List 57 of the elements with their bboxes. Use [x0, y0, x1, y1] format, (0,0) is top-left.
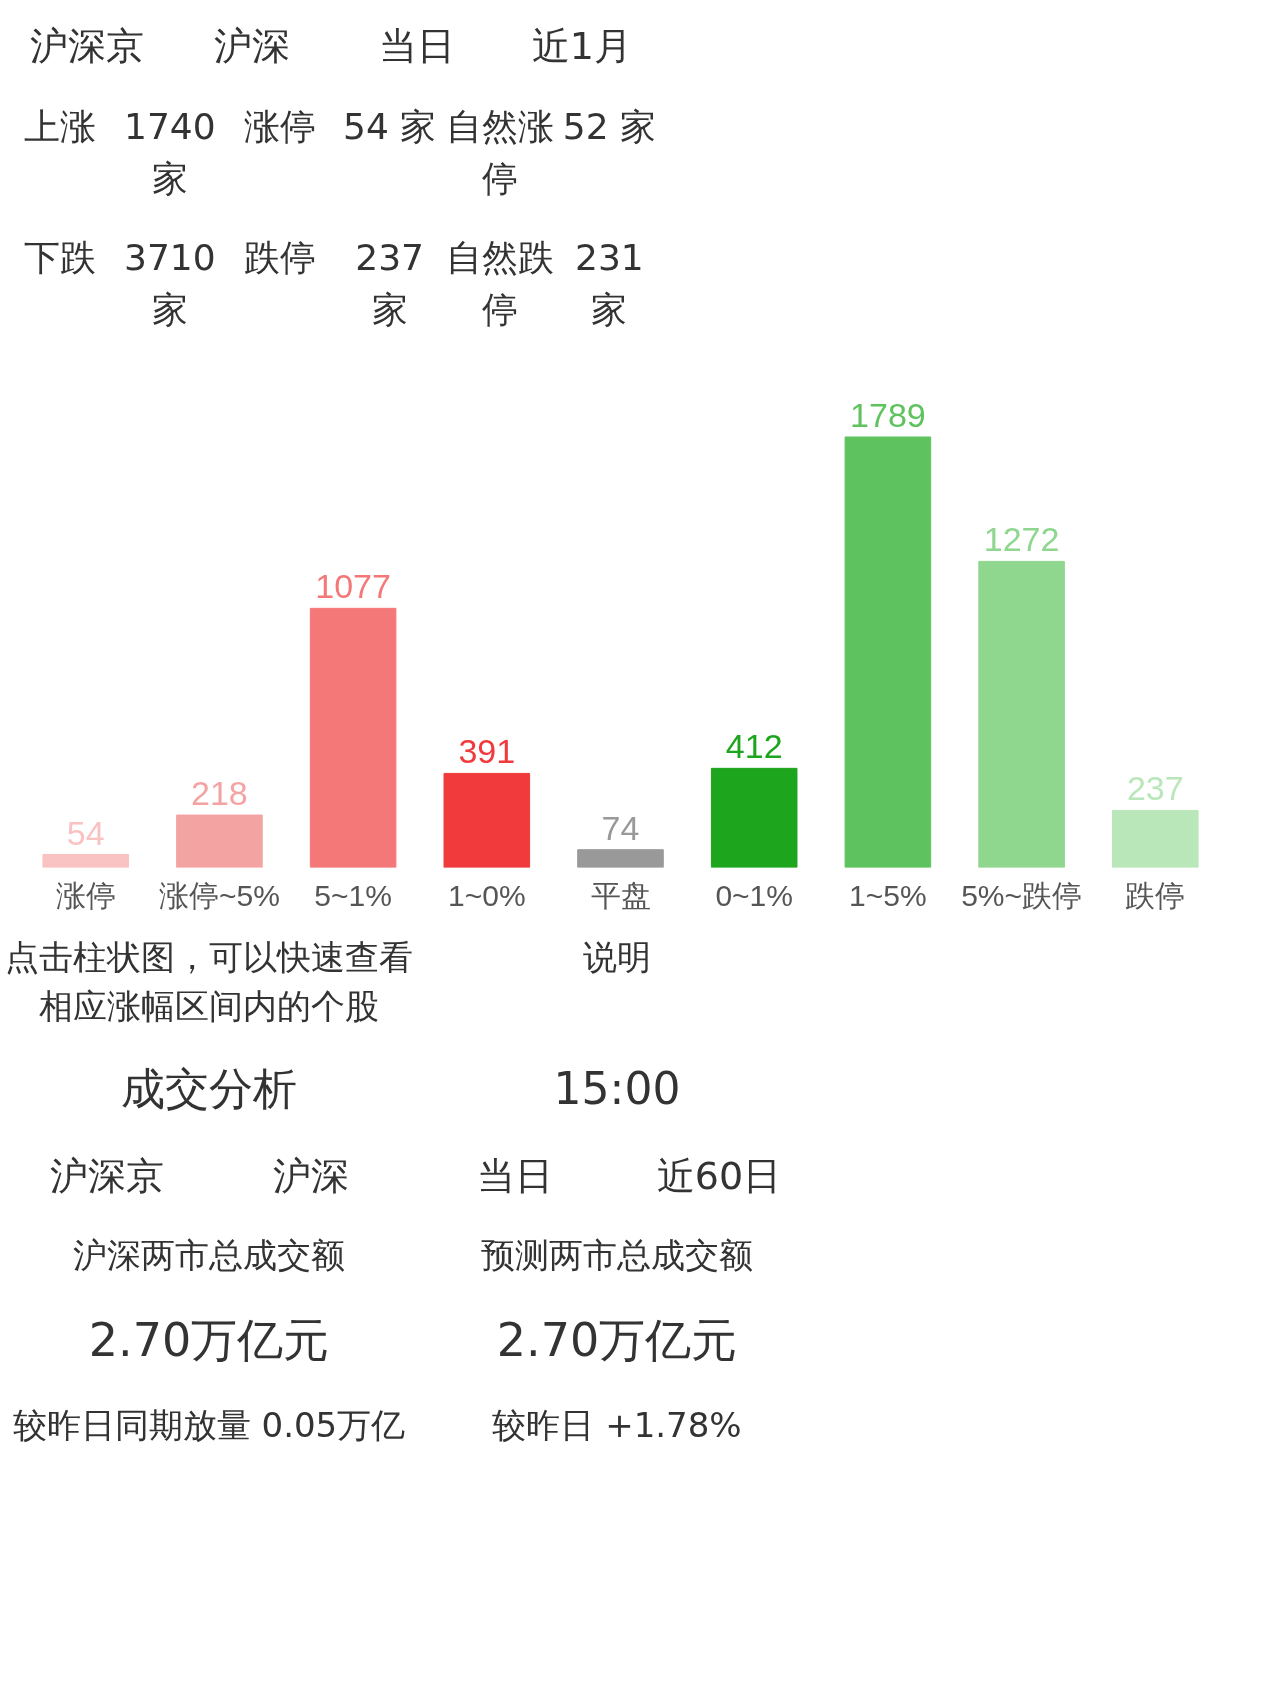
x-tick-label: 涨停~5% — [158, 878, 280, 912]
data-label: 1789 — [850, 395, 926, 434]
text: 较昨日 +1.78% — [491, 1404, 743, 1448]
data-label: 54 — [66, 813, 105, 852]
text: 上涨 — [22, 105, 97, 150]
bar — [42, 853, 129, 868]
bar — [978, 560, 1065, 868]
x-tick-label: 1~0% — [448, 878, 526, 912]
x-tick-label: 1~5% — [849, 878, 927, 912]
text: 当日 — [476, 1152, 554, 1200]
text: 沪深 — [272, 1152, 350, 1200]
text: 2.70万亿元 — [87, 1311, 331, 1369]
text: 近60日 — [655, 1152, 783, 1200]
data-label: 218 — [191, 774, 248, 813]
bar — [844, 436, 932, 868]
bar — [309, 607, 397, 868]
bar — [443, 772, 531, 868]
text: 1740 家 — [123, 105, 217, 201]
bar — [1112, 809, 1199, 868]
data-label: 74 — [601, 808, 640, 847]
text: 15:00 — [552, 1062, 682, 1117]
text: 跌停 — [242, 236, 317, 281]
text: 沪深京 — [29, 23, 146, 70]
text: 涨停 — [242, 105, 317, 150]
text: 成交分析 — [120, 1062, 298, 1117]
data-label: 412 — [725, 727, 783, 766]
bar — [710, 767, 798, 868]
text: 点击柱状图，可以快速查看相应涨幅区间内的个股 — [5, 935, 413, 1028]
text: 预测两市总成交额 — [480, 1234, 754, 1278]
text: 231 家 — [574, 236, 645, 332]
data-label: 391 — [458, 732, 516, 771]
text: 较昨日同期放量 0.05万亿 — [11, 1404, 407, 1448]
x-tick-label: 平盘 — [590, 878, 651, 912]
text: 自然跌停 — [444, 236, 555, 332]
x-tick-label: 涨停 — [55, 878, 116, 912]
text: 自然涨停 — [444, 105, 555, 201]
data-label: 237 — [1126, 769, 1184, 808]
data-label: 1077 — [315, 567, 391, 606]
x-tick-label: 跌停 — [1125, 878, 1186, 912]
text: 2.70万亿元 — [495, 1311, 739, 1369]
text: 说明 — [582, 935, 652, 979]
bar — [176, 814, 263, 868]
data-label: 1272 — [983, 520, 1060, 559]
x-tick-label: 0~1% — [715, 878, 793, 912]
text: 沪深两市总成交额 — [72, 1234, 346, 1278]
text: 近1月 — [530, 23, 634, 70]
text: 下跌 — [22, 236, 97, 281]
bar — [577, 849, 664, 868]
text: 沪深 — [213, 23, 292, 70]
text: 沪深京 — [49, 1152, 165, 1200]
text: 52 家 — [561, 105, 658, 150]
x-tick-label: 5%~跌停 — [961, 878, 1083, 912]
x-tick-label: 5~1% — [314, 878, 392, 912]
text: 237 家 — [354, 236, 425, 332]
text: 54 家 — [342, 105, 438, 150]
text: 3710 家 — [123, 236, 217, 332]
text: 当日 — [378, 23, 457, 70]
